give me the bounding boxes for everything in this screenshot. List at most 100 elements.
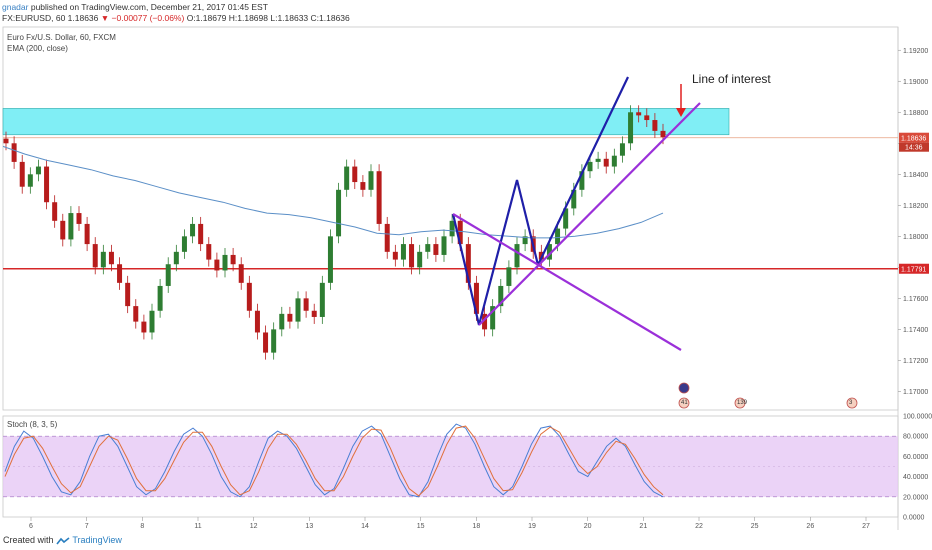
y-tick-label: 1.18200 <box>903 203 928 210</box>
y-tick-label: 1.19000 <box>903 79 928 86</box>
y-tick-label: 1.17000 <box>903 389 928 396</box>
price-candle <box>303 291 309 318</box>
price-candle <box>92 237 98 275</box>
stoch-legend[interactable]: Stoch (8, 3, 5) <box>7 420 58 429</box>
price-candle <box>376 164 382 231</box>
candle-body <box>271 329 277 353</box>
price-candle <box>84 216 90 252</box>
candle-body <box>35 166 41 175</box>
price-candle <box>344 159 350 197</box>
price-candle <box>271 322 277 360</box>
stoch-k-line <box>4 423 664 498</box>
footer-created-with: Created with <box>3 535 54 545</box>
candle-body <box>490 306 496 330</box>
pattern-bat-blue-line <box>451 76 629 326</box>
price-candle <box>384 216 390 259</box>
price-candle <box>628 105 634 151</box>
price-candle <box>181 229 187 259</box>
price-change: ▼ −0.00077 (−0.06%) <box>100 13 185 23</box>
price-candle <box>125 275 131 314</box>
price-candle <box>595 151 601 169</box>
price-candle <box>498 278 504 314</box>
candle-body <box>417 251 423 268</box>
candle-body <box>368 171 374 190</box>
candle-body <box>376 171 382 224</box>
price-candle <box>327 229 333 290</box>
author-link[interactable]: gnadar <box>2 2 29 12</box>
price-candle <box>482 306 488 337</box>
candle-body <box>603 158 609 167</box>
event-flag-icon <box>734 397 746 409</box>
x-tick-label: 14 <box>361 523 369 530</box>
candle-body <box>254 310 260 333</box>
price-candle <box>368 164 374 197</box>
footer-brand[interactable]: TradingView <box>72 535 122 545</box>
candle-body <box>230 254 236 265</box>
price-candle <box>19 154 25 194</box>
price-candle <box>636 105 642 123</box>
candle-body <box>555 228 561 245</box>
event-count: 3 <box>849 400 853 406</box>
candle-body <box>149 310 155 333</box>
symbol-legend[interactable]: Euro Fx/U.S. Dollar, 60, FXCM <box>7 33 116 42</box>
x-tick-label: 25 <box>751 523 759 530</box>
candle-body <box>19 161 25 187</box>
price-candle <box>287 306 293 329</box>
candle-body <box>611 155 617 167</box>
price-candle <box>652 113 658 138</box>
event-flag-icon <box>678 397 690 409</box>
ema-legend[interactable]: EMA (200, close) <box>7 44 68 53</box>
y-tick-label: 1.19200 <box>903 48 928 55</box>
countdown-label: 14:36 <box>905 145 923 152</box>
price-candle <box>409 237 415 275</box>
stoch-y-tick-label: 0.0000 <box>903 515 925 522</box>
event-flag-icon <box>846 397 858 409</box>
support-tag-bg <box>899 263 929 274</box>
price-candle <box>165 257 171 293</box>
candle-body <box>522 236 528 245</box>
price-candle <box>117 257 123 290</box>
candle-body <box>660 130 666 138</box>
price-candle <box>425 237 431 259</box>
price-candle <box>60 213 66 247</box>
price-candle <box>141 314 147 340</box>
price-candle <box>190 216 196 244</box>
candle-body <box>165 264 171 286</box>
x-tick-label: 27 <box>862 523 870 530</box>
price-candle <box>108 244 114 272</box>
candle-body <box>173 251 179 265</box>
price-candle <box>441 229 447 262</box>
candle-body <box>449 220 455 237</box>
candle-body <box>246 282 252 311</box>
candle-body <box>222 254 228 271</box>
candle-body <box>141 321 147 333</box>
candle-body <box>190 223 196 237</box>
candle-body <box>3 138 9 144</box>
x-tick-label: 20 <box>584 523 592 530</box>
price-candle <box>246 275 252 318</box>
current-price-label: 1.18636 <box>901 136 926 143</box>
line-of-interest-label: Line of interest <box>692 72 771 86</box>
candle-body <box>279 313 285 330</box>
price-candle <box>173 244 179 272</box>
candle-body <box>400 244 406 260</box>
countdown-tag <box>899 142 929 152</box>
candle-body <box>482 313 488 330</box>
candle-body <box>311 310 317 317</box>
price-candle <box>222 247 228 278</box>
price-candle <box>392 244 398 267</box>
candle-body <box>457 220 463 245</box>
price-candle <box>206 237 212 267</box>
x-tick-label: 6 <box>29 523 33 530</box>
candle-body <box>619 143 625 156</box>
price-candle <box>52 195 58 228</box>
y-tick-label: 1.18000 <box>903 234 928 241</box>
price-candle <box>433 237 439 262</box>
event-flag-icon <box>678 382 690 394</box>
price-candle <box>238 257 244 290</box>
price-candle <box>400 237 406 267</box>
symbol-quote-line: FX:EURUSD, 60 1.18636 ▼ −0.00077 (−0.06%… <box>2 13 350 23</box>
price-candle <box>611 148 617 174</box>
